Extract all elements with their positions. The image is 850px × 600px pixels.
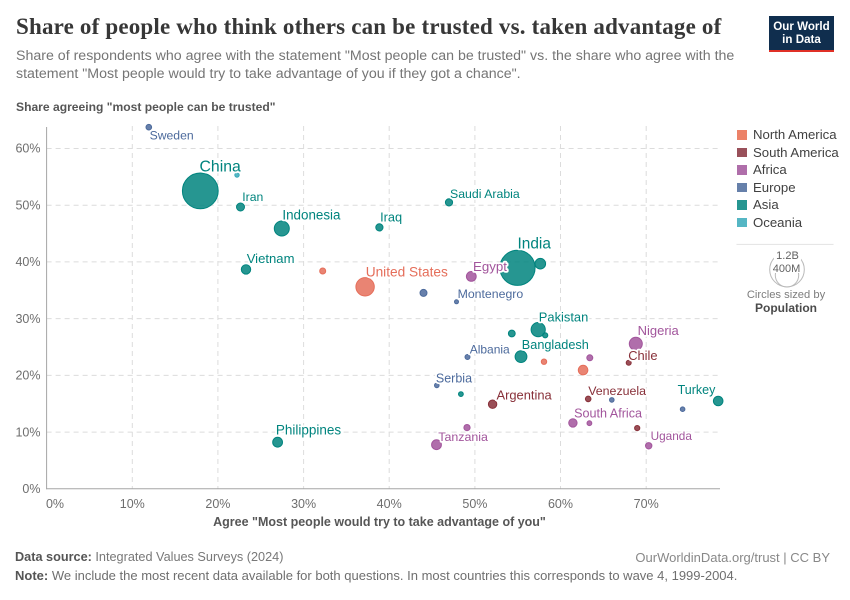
svg-text:Iraq: Iraq <box>380 209 402 224</box>
svg-text:0%: 0% <box>46 497 64 511</box>
svg-text:50%: 50% <box>15 198 40 212</box>
svg-text:Vietnam: Vietnam <box>247 251 295 266</box>
svg-text:Philippines: Philippines <box>276 422 342 437</box>
svg-text:Indonesia: Indonesia <box>282 208 341 223</box>
svg-text:60%: 60% <box>548 497 573 511</box>
svg-text:Nigeria: Nigeria <box>638 323 680 338</box>
svg-text:50%: 50% <box>462 497 487 511</box>
svg-text:Agree "Most people would try t: Agree "Most people would try to take adv… <box>213 515 546 529</box>
svg-text:400M: 400M <box>773 263 801 275</box>
svg-text:10%: 10% <box>15 425 40 439</box>
svg-text:60%: 60% <box>15 142 40 156</box>
svg-text:South Africa: South Africa <box>574 406 642 420</box>
svg-text:1.2B: 1.2B <box>776 250 799 262</box>
svg-text:0%: 0% <box>22 482 40 496</box>
svg-text:Iran: Iran <box>242 190 263 204</box>
svg-text:10%: 10% <box>120 497 145 511</box>
svg-text:Argentina: Argentina <box>497 388 553 403</box>
svg-text:Montenegro: Montenegro <box>458 287 524 301</box>
svg-text:Egypt: Egypt <box>473 259 507 274</box>
svg-text:30%: 30% <box>291 497 316 511</box>
svg-text:Pakistan: Pakistan <box>539 309 588 324</box>
svg-text:Turkey: Turkey <box>678 383 716 397</box>
svg-text:Serbia: Serbia <box>436 372 472 386</box>
svg-text:Chile: Chile <box>628 348 657 363</box>
svg-text:40%: 40% <box>15 255 40 269</box>
svg-text:Albania: Albania <box>470 342 510 356</box>
svg-text:40%: 40% <box>377 497 402 511</box>
svg-text:Bangladesh: Bangladesh <box>522 338 589 352</box>
svg-text:Tanzania: Tanzania <box>438 430 488 444</box>
svg-text:20%: 20% <box>15 369 40 383</box>
svg-text:China: China <box>200 159 241 176</box>
svg-text:20%: 20% <box>205 497 230 511</box>
svg-text:Venezuela: Venezuela <box>588 384 646 398</box>
svg-text:India: India <box>518 236 552 253</box>
svg-text:Uganda: Uganda <box>651 429 693 443</box>
svg-text:United States: United States <box>366 265 448 280</box>
svg-text:70%: 70% <box>634 497 659 511</box>
svg-text:Sweden: Sweden <box>150 128 194 142</box>
svg-text:Saudi Arabia: Saudi Arabia <box>450 187 520 201</box>
svg-text:30%: 30% <box>15 312 40 326</box>
